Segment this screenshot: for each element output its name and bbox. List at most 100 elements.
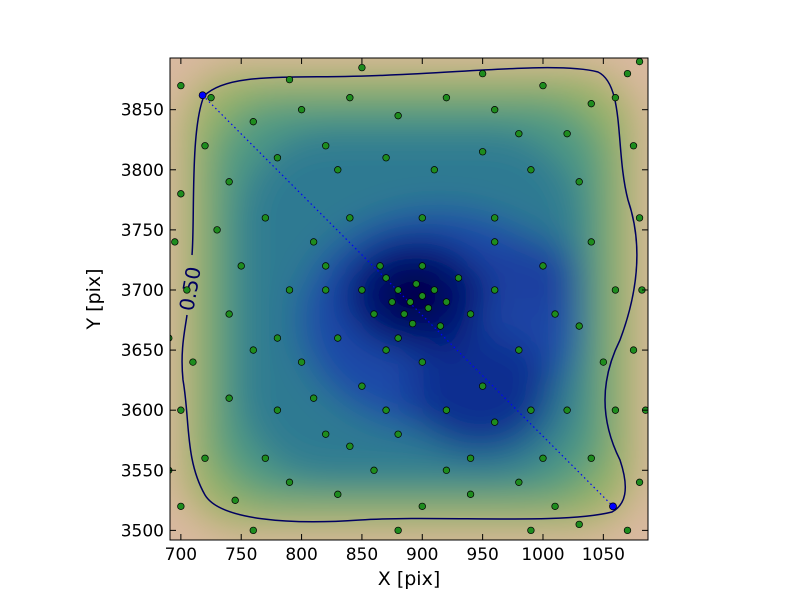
y-tick-label: 3850 [121, 101, 164, 121]
point [551, 310, 559, 318]
point [237, 262, 245, 270]
point [285, 478, 294, 486]
point [249, 118, 257, 126]
diagonal-end [609, 502, 617, 511]
point [587, 100, 595, 108]
point [394, 286, 402, 294]
point [539, 454, 547, 462]
point [370, 310, 378, 318]
point [611, 94, 620, 102]
point [177, 81, 185, 90]
point [346, 94, 354, 102]
point [466, 454, 475, 462]
point [491, 286, 499, 294]
point [376, 262, 384, 270]
point [261, 454, 270, 462]
point [261, 214, 270, 222]
x-tick-label: 700 [165, 545, 197, 565]
point [322, 262, 330, 270]
point [322, 142, 330, 150]
point [491, 214, 499, 222]
point [563, 130, 571, 138]
point [394, 112, 402, 120]
point [309, 238, 318, 246]
point [177, 406, 185, 414]
point [527, 166, 535, 174]
x-tick-label: 750 [225, 545, 257, 565]
point [491, 418, 499, 426]
y-tick-label: 3650 [121, 341, 164, 361]
x-tick-label: 1050 [582, 545, 625, 565]
point [408, 319, 417, 328]
point [249, 346, 257, 354]
point [183, 286, 191, 294]
point [231, 496, 239, 504]
point [515, 346, 523, 354]
point [551, 502, 559, 510]
point [170, 334, 173, 342]
point [430, 286, 438, 294]
point [635, 214, 644, 222]
point [249, 526, 257, 535]
point [478, 382, 487, 390]
point [370, 466, 378, 474]
point [285, 286, 294, 294]
y-tick-label: 3750 [121, 221, 164, 241]
x-axis-label: X [pix] [378, 568, 440, 590]
point [207, 94, 215, 102]
point [575, 178, 583, 186]
point [575, 520, 583, 529]
point [346, 214, 354, 222]
point [309, 394, 318, 402]
point [623, 526, 632, 535]
point [171, 238, 179, 246]
point [273, 154, 282, 162]
point [201, 142, 209, 150]
point [225, 178, 233, 186]
point [334, 334, 342, 342]
point [418, 358, 426, 366]
point [478, 69, 487, 78]
point [406, 298, 414, 306]
point [358, 382, 366, 390]
point [225, 394, 233, 402]
point [623, 69, 632, 78]
point [599, 358, 607, 366]
point [466, 310, 475, 318]
point [418, 292, 426, 300]
point [539, 81, 547, 90]
point [388, 298, 396, 306]
point [515, 130, 523, 138]
point [358, 63, 366, 72]
point [527, 406, 535, 414]
point [322, 286, 330, 294]
point [177, 190, 185, 198]
point [400, 310, 408, 318]
point [358, 286, 366, 294]
point [611, 406, 620, 414]
point [382, 346, 390, 354]
point [611, 286, 620, 294]
point [412, 280, 420, 288]
point [382, 274, 390, 282]
point [442, 94, 451, 102]
point [382, 154, 390, 162]
point [334, 166, 342, 174]
point [273, 334, 282, 342]
point [346, 442, 354, 450]
point [322, 430, 330, 438]
point [587, 454, 595, 462]
diagonal-end [198, 91, 207, 100]
point [225, 310, 233, 318]
point [587, 238, 595, 246]
y-tick-label: 3800 [121, 161, 164, 181]
point [527, 526, 535, 535]
point [515, 478, 523, 486]
point [285, 75, 294, 84]
point [454, 274, 463, 282]
point [491, 106, 499, 114]
point [418, 502, 426, 510]
point [394, 430, 402, 438]
point [394, 334, 402, 342]
